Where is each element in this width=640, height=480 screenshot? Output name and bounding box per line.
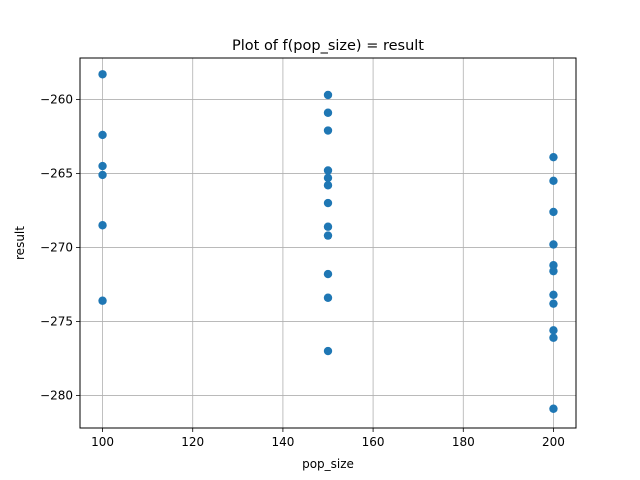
data-point: [98, 161, 107, 171]
data-point: [549, 299, 558, 308]
x-tick-label: 140: [271, 435, 294, 449]
y-axis-label: result: [13, 226, 27, 260]
x-tick-label: 120: [181, 435, 204, 449]
chart-title: Plot of f(pop_size) = result: [232, 38, 424, 54]
data-point: [549, 207, 558, 217]
data-point: [549, 261, 558, 270]
data-point: [323, 293, 333, 302]
data-point: [323, 231, 333, 240]
data-point: [323, 181, 333, 190]
data-point: [98, 70, 107, 79]
data-point: [549, 176, 558, 186]
plot-frame: [79, 57, 577, 429]
y-tick-label: −265: [40, 166, 73, 180]
y-tick-label: −270: [40, 240, 73, 254]
data-point: [323, 166, 333, 175]
data-points: [98, 70, 558, 413]
data-point: [323, 90, 333, 100]
data-point: [98, 221, 107, 230]
data-point: [323, 108, 333, 117]
data-point: [549, 152, 558, 162]
data-point: [549, 266, 558, 276]
y-tick-label: −280: [40, 388, 73, 402]
y-axis: −280 −275 −270 −265 −260: [40, 92, 80, 402]
x-tick-label: 200: [542, 435, 565, 449]
data-point: [98, 130, 107, 140]
x-axis-label: pop_size: [302, 457, 354, 471]
data-point: [98, 170, 107, 180]
data-point: [98, 296, 107, 305]
data-point: [323, 126, 333, 135]
data-point: [549, 404, 558, 413]
data-point: [323, 346, 333, 356]
x-axis: 100 120 140 160 180 200: [91, 428, 565, 449]
data-point: [549, 326, 558, 335]
y-tick-label: −275: [40, 314, 73, 328]
x-tick-label: 160: [362, 435, 385, 449]
data-point: [549, 333, 558, 342]
data-point: [323, 198, 333, 208]
data-point: [323, 173, 333, 183]
y-tick-label: −260: [40, 92, 73, 106]
x-tick-label: 100: [91, 435, 114, 449]
data-point: [549, 240, 558, 249]
x-tick-label: 180: [452, 435, 475, 449]
data-point: [549, 290, 558, 299]
data-point: [323, 269, 333, 279]
data-point: [323, 222, 333, 231]
